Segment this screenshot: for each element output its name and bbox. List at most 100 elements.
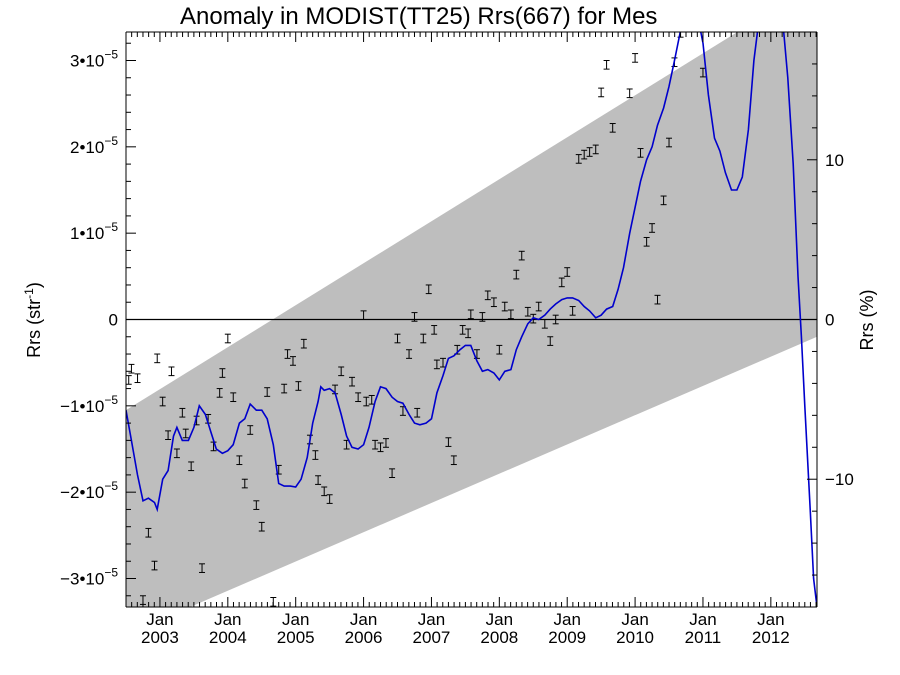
data-point [281,383,288,394]
data-point [295,381,302,391]
x-tick-label-month: Jan [757,610,784,629]
data-point [564,267,571,277]
data-point [513,269,520,280]
x-tick-label-month: Jan [553,610,580,629]
data-point [394,333,401,344]
data-point [230,392,237,403]
data-point [199,563,206,573]
data-point [501,301,508,312]
data-point [467,309,474,320]
x-tick-label-month: Jan [146,610,173,629]
data-point [338,366,345,377]
data-point [414,407,421,418]
data-point [154,353,161,364]
y-tick-label: 2•10−5 [70,134,118,157]
data-point [258,521,265,532]
data-point [134,373,141,384]
x-tick-label-month: Jan [486,610,513,629]
data-point [603,59,610,70]
data-point [182,428,189,439]
data-point [459,325,466,335]
data-point [253,500,260,510]
y-tick-label: 1•10−5 [70,220,118,243]
x-tick-label-year: 2010 [616,628,654,647]
data-point [541,319,548,329]
data-point [632,53,639,63]
y-tick-label: 0 [109,311,118,330]
data-point [216,388,223,398]
data-point [581,149,588,160]
data-point [450,455,457,466]
data-point [363,396,370,407]
data-point [649,223,656,233]
data-point [518,250,525,261]
data-point [126,375,132,385]
data-point [484,290,491,301]
data-point [360,310,367,320]
x-tick-label-year: 2012 [752,628,790,647]
data-point [168,366,175,377]
x-tick-label-year: 2006 [345,628,383,647]
y-tick-label: −2•10−5 [60,479,118,502]
data-point [382,438,389,448]
data-point [609,123,616,133]
data-point [377,442,384,453]
data-point [159,396,166,407]
data-point [575,154,582,164]
data-point [372,439,379,450]
data-point [569,306,576,316]
data-point [524,306,531,317]
x-tick-label-year: 2009 [548,628,586,647]
x-tick-label-month: Jan [689,610,716,629]
y-right-tick-label: 0 [825,311,834,330]
x-tick-label-month: Jan [418,610,445,629]
data-point [349,376,356,387]
data-point [411,312,418,322]
data-point [128,363,135,374]
x-tick-label-month: Jan [621,610,648,629]
data-point [643,236,650,247]
data-point [445,437,452,447]
data-point [431,325,438,335]
data-point [586,147,593,157]
data-point [321,486,328,497]
data-point [247,425,254,435]
data-point [420,333,427,344]
data-point [465,328,472,339]
data-point [598,87,605,98]
data-point [236,455,243,466]
x-tick-label-year: 2003 [141,628,179,647]
data-point [479,312,486,322]
data-point [312,450,319,460]
data-point [433,359,440,370]
x-tick-label-month: Jan [214,610,241,629]
data-point [289,356,296,366]
data-point [355,392,362,403]
data-point [547,336,554,346]
data-point [145,527,152,538]
x-tick-label-year: 2005 [277,628,315,647]
x-tick-label-year: 2004 [209,628,247,647]
data-point [315,475,322,485]
y-tick-label: 3•10−5 [70,47,118,70]
data-point [219,368,226,378]
y-right-tick-label: −10 [825,470,854,489]
data-point [241,478,248,489]
x-tick-label-year: 2011 [685,628,722,647]
data-point [406,349,413,359]
x-tick-label-month: Jan [350,610,377,629]
chart-title: Anomaly in MODIST(TT25) Rrs(667) for Mes [180,3,657,30]
data-point [326,494,333,504]
data-point [188,461,195,472]
series-line [126,32,817,607]
data-point [490,297,497,308]
x-tick-label-year: 2008 [480,628,518,647]
x-tick-label-year: 2007 [413,628,451,647]
data-point [224,333,231,344]
data-point [496,344,503,355]
data-point [626,88,633,99]
data-point [552,314,559,325]
data-point [425,284,432,295]
data-point [165,430,172,441]
data-point [660,195,667,206]
